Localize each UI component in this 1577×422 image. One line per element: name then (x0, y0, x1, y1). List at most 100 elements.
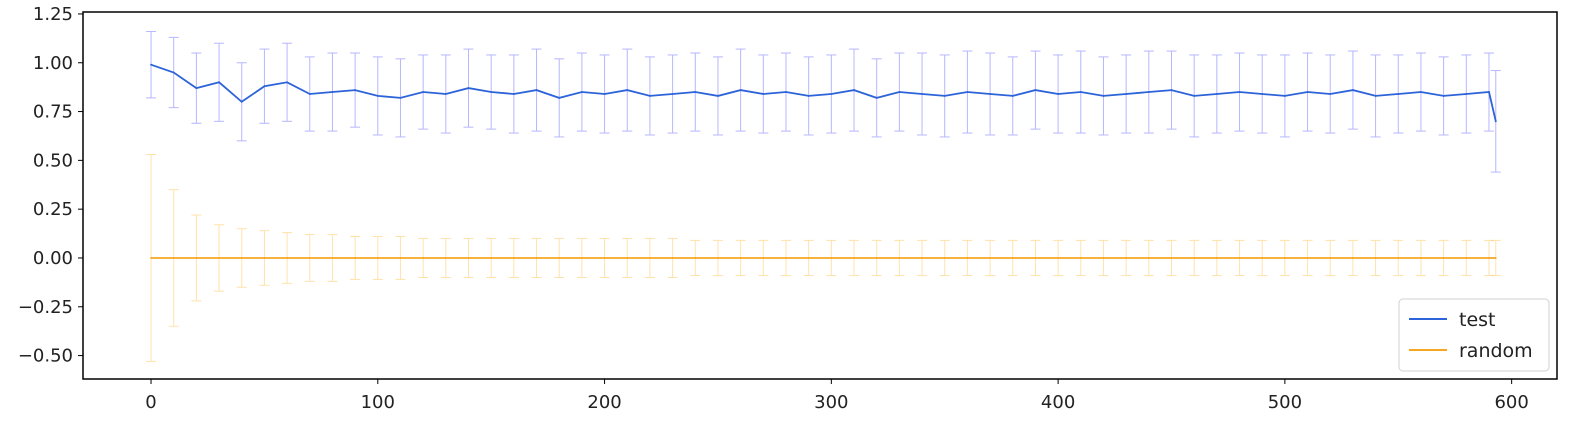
test-data-point (1488, 91, 1490, 93)
test-data-point (1193, 95, 1196, 97)
legend-label-test: test (1459, 309, 1496, 331)
random-data-point (807, 257, 810, 259)
test-data-point (785, 91, 787, 93)
test-data-point (376, 95, 379, 97)
random-data-point (1147, 257, 1150, 259)
y-axis: −0.50 −0.25 0.00 0.25 0.50 0.75 1.00 1.25 (18, 4, 83, 367)
test-data-point (1125, 93, 1128, 95)
test-data-point (490, 91, 493, 93)
random-data-point (376, 257, 379, 259)
random-data-point (717, 257, 719, 259)
random-data-point (286, 257, 288, 259)
random-data-point (354, 257, 357, 259)
random-data-point (558, 257, 561, 259)
random-data-point (240, 257, 243, 259)
test-data-point (422, 91, 425, 93)
random-data-point (467, 257, 470, 259)
test-data-point (1329, 93, 1332, 95)
random-data-point (1057, 257, 1060, 259)
y-tick-label: 1.00 (33, 53, 73, 74)
x-tick-label: 600 (1494, 392, 1528, 413)
random-data-point (422, 257, 425, 259)
test-data-point (580, 91, 583, 93)
test-data-point (1306, 91, 1309, 93)
error-bars-layer (146, 31, 1501, 362)
test-data-point (1494, 120, 1497, 123)
test-data-point (921, 93, 923, 95)
random-data-point (1420, 257, 1422, 259)
test-data-point (150, 63, 152, 66)
random-data-point (1442, 257, 1445, 259)
y-tick-label: 0.25 (33, 199, 73, 220)
test-data-point (399, 96, 402, 99)
test-data-point (1283, 95, 1286, 97)
test-data-point (989, 93, 991, 95)
test-data-point (331, 91, 334, 93)
legend-label-random: random (1459, 340, 1533, 362)
random-data-point (1329, 257, 1332, 259)
x-tick-label: 0 (145, 392, 156, 413)
y-tick-label: −0.25 (18, 297, 73, 318)
test-data-point (762, 93, 765, 95)
test-data-point (1420, 91, 1422, 93)
random-data-point (490, 257, 493, 259)
test-series-line (150, 63, 1497, 122)
random-data-point (875, 257, 878, 259)
random-data-point (195, 257, 198, 259)
test-data-point (1442, 95, 1445, 97)
random-data-point (1215, 257, 1218, 259)
random-data-point (1306, 257, 1309, 259)
random-data-point (1397, 257, 1400, 259)
test-data-point (240, 100, 243, 103)
test-data-point (694, 91, 697, 93)
test-data-point (286, 81, 288, 84)
y-tick-label: 0.75 (33, 102, 73, 123)
random-data-point (535, 257, 538, 259)
random-data-point (830, 257, 833, 259)
random-data-point (1352, 257, 1354, 259)
test-data-point (853, 89, 855, 91)
test-data-point (739, 89, 742, 91)
random-data-point (263, 257, 266, 259)
random-data-point (1465, 257, 1468, 259)
random-data-point (1125, 257, 1128, 259)
random-data-point (512, 257, 515, 259)
test-data-point (1215, 93, 1218, 95)
random-data-point (898, 257, 901, 259)
x-tick-label: 500 (1268, 392, 1302, 413)
test-data-point (1465, 93, 1468, 95)
test-data-point (444, 93, 447, 95)
random-data-point (172, 257, 175, 259)
test-data-point (467, 87, 470, 90)
test-data-point (671, 93, 674, 95)
series-lines-layer (150, 63, 1497, 259)
random-data-point (1170, 257, 1173, 259)
test-data-point (195, 87, 198, 90)
random-data-point (989, 257, 991, 259)
random-data-point (649, 257, 651, 259)
random-data-point (1283, 257, 1286, 259)
x-tick-label: 200 (587, 392, 621, 413)
random-data-point (694, 257, 697, 259)
random-data-point (1034, 257, 1037, 259)
test-data-point (626, 89, 629, 91)
random-data-point (1238, 257, 1241, 259)
random-data-point (1488, 257, 1490, 259)
random-data-point (943, 257, 946, 259)
plot-frame (82, 11, 1558, 380)
random-data-point (580, 257, 583, 259)
random-data-point (1011, 257, 1014, 259)
test-data-point (603, 93, 606, 95)
test-data-point (1170, 89, 1173, 91)
test-data-point (1374, 95, 1377, 97)
random-data-point (444, 257, 447, 259)
random-data-point (603, 257, 606, 259)
random-data-point (853, 257, 855, 259)
test-data-point (1102, 95, 1105, 97)
test-data-point (717, 95, 719, 97)
test-data-point (512, 93, 515, 95)
test-data-point (649, 95, 651, 97)
test-data-point (830, 93, 833, 95)
test-data-point (172, 71, 175, 74)
